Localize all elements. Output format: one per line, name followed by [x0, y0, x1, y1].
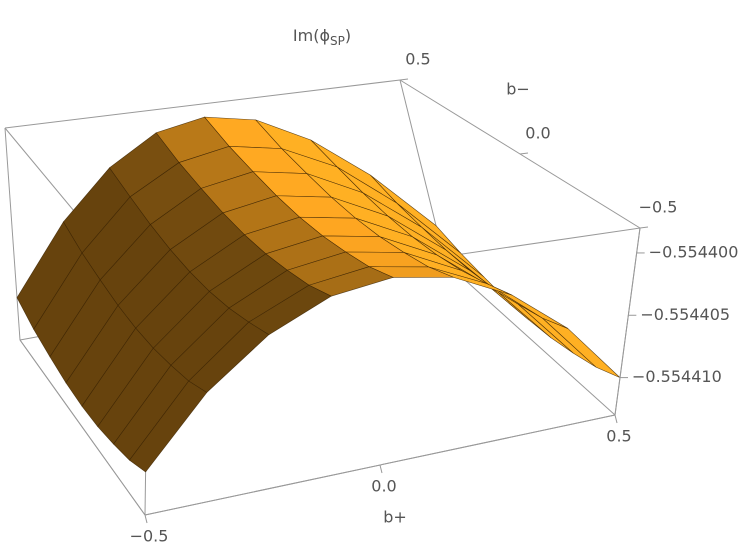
y-tick-label: 0.5 [405, 50, 430, 69]
title-close: ) [345, 26, 351, 45]
y-tick [399, 78, 409, 81]
x-tick-label: −0.5 [130, 527, 169, 546]
box-edge [4, 79, 401, 129]
x-tick [144, 514, 148, 524]
y-tick-label: −0.5 [639, 198, 678, 217]
y-axis-label: b− [506, 80, 530, 99]
z-tick-label: −0.554400 [649, 242, 739, 261]
z-tick-label: −0.554405 [640, 305, 730, 324]
box-edge [444, 261, 616, 416]
surface-patch [517, 303, 597, 368]
y-tick [639, 226, 649, 229]
y-tick-label: 0.0 [525, 124, 550, 143]
x-tick-label: 0.5 [606, 427, 631, 446]
box-edge [19, 339, 146, 516]
surface-patch [129, 380, 208, 473]
x-tick-label: 0.0 [371, 477, 396, 496]
surface-patch [493, 288, 574, 354]
title-base: Im(ϕ [293, 26, 330, 45]
z-tick-label: −0.554410 [632, 367, 722, 386]
surface-patch [542, 317, 621, 378]
x-tick [614, 414, 618, 424]
box-edge [614, 227, 641, 416]
y-tick [519, 152, 529, 155]
x-axis-label: b+ [383, 508, 407, 527]
x-tick [379, 464, 383, 474]
box-edge [4, 127, 21, 341]
chart-title: Im(ϕSP) [293, 26, 351, 48]
title-sub: SP [330, 34, 345, 48]
